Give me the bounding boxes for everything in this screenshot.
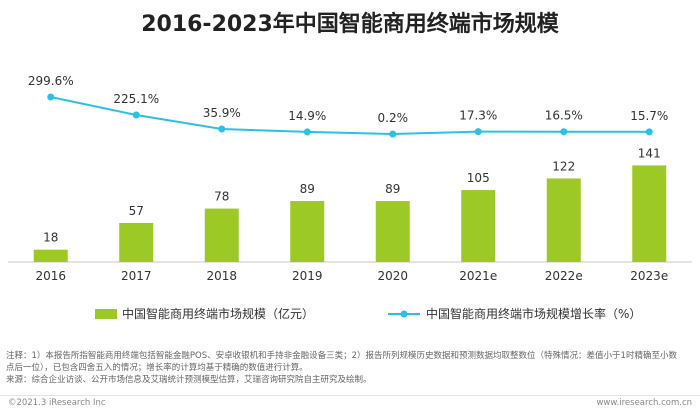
copyright: ©2021.3 iResearch Inc [8, 398, 106, 408]
growth-point-2021e [474, 128, 482, 136]
bar-2023e [632, 165, 667, 262]
bar-label-2019: 89 [300, 182, 315, 196]
growth-label-2018: 35.9% [203, 106, 241, 120]
note-line-2: 点后一位），已包含四舍五入的情况；增长率的计算均基于精确的数值进行计算。 [6, 363, 308, 373]
growth-point-2020 [389, 130, 397, 138]
growth-label-2023e: 15.7% [630, 109, 668, 123]
growth-label-2020: 0.2% [378, 111, 409, 125]
x-tick-label-2020: 2020 [377, 269, 408, 283]
chart-canvas: 18 2016 57 2017 78 2018 89 2019 89 2020 105 2021e 12… [8, 74, 692, 321]
growth-point-2017 [132, 111, 140, 119]
x-tick-label-2023e: 2023e [630, 269, 668, 283]
x-tick-label-2019: 2019 [292, 269, 323, 283]
growth-point-2023e [645, 128, 653, 136]
website: www.iresearch.com.cn [596, 398, 692, 408]
bar-2021e [461, 190, 496, 262]
x-tick-label-2021e: 2021e [459, 269, 497, 283]
growth-label-2016: 299.6% [28, 74, 74, 88]
note-line-1: 注释：1）本报告所指智能商用终端包括智能金融POS、安卓收银机和手持非金融设备三… [6, 351, 677, 361]
x-tick-label-2017: 2017 [121, 269, 152, 283]
bar-label-2017: 57 [129, 204, 144, 218]
chart-title: 2016-2023年中国智能商用终端市场规模 [141, 12, 559, 37]
growth-point-2019 [303, 128, 311, 136]
bar-label-2020: 89 [385, 182, 400, 196]
legend-bar-swatch [95, 309, 117, 319]
x-tick-label-2022e: 2022e [545, 269, 583, 283]
growth-label-2017: 225.1% [113, 92, 159, 106]
x-tick-label-2016: 2016 [35, 269, 66, 283]
growth-rate-line [50, 96, 650, 135]
bar-2017 [119, 222, 154, 262]
bar-2019 [290, 201, 325, 262]
bar-label-2023e: 141 [638, 146, 661, 160]
bar-label-2021e: 105 [467, 171, 490, 185]
legend-line-label: 中国智能商用终端市场规模增长率（%） [426, 306, 641, 321]
growth-point-2018 [218, 125, 226, 133]
growth-point-2022e [560, 128, 568, 136]
legend-line-marker [400, 310, 408, 318]
growth-label-2021e: 17.3% [459, 109, 497, 123]
bar-label-2018: 78 [214, 190, 229, 204]
growth-label-2019: 14.9% [288, 109, 326, 123]
footer-divider [0, 395, 700, 396]
bar-2018 [204, 208, 239, 262]
x-tick-label-2018: 2018 [206, 269, 237, 283]
source-line: 来源：综合企业访谈、公开市场信息及艾瑞统计预测模型估算，艾瑞咨询研究院自主研究及… [6, 375, 372, 385]
legend-bar-label: 中国智能商用终端市场规模（亿元） [122, 306, 314, 321]
chart-notes: 注释：1）本报告所指智能商用终端包括智能金融POS、安卓收银机和手持非金融设备三… [6, 350, 696, 386]
bar-label-2016: 18 [43, 231, 58, 245]
growth-label-2022e: 16.5% [545, 109, 583, 123]
bar-2020 [375, 201, 410, 262]
bar-2016 [33, 249, 68, 262]
bar-2022e [546, 178, 581, 262]
bar-label-2022e: 122 [552, 159, 575, 173]
growth-point-2016 [47, 93, 55, 101]
